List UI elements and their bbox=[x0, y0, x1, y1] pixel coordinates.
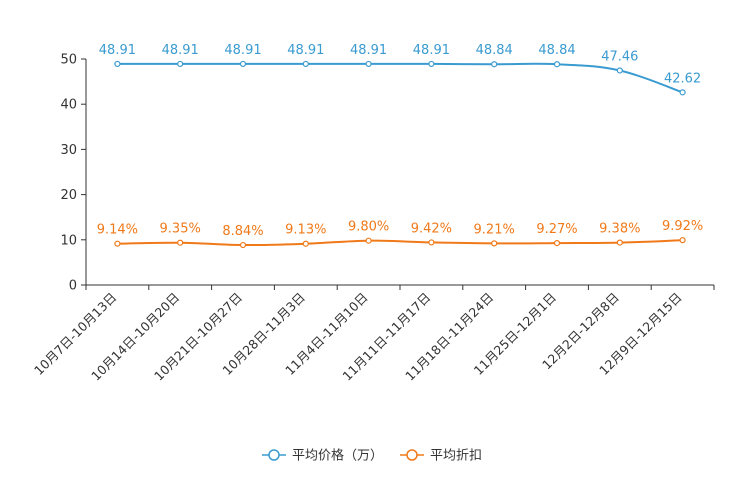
data-label: 9.38% bbox=[599, 222, 640, 237]
y-tick-label: 30 bbox=[60, 143, 77, 158]
series-line-1 bbox=[117, 62, 683, 94]
y-tick-label: 50 bbox=[60, 53, 77, 68]
legend: 平均价格（万） 平均折扣 bbox=[262, 448, 482, 464]
y-tick-label: 40 bbox=[60, 98, 77, 113]
data-label: 48.91 bbox=[350, 43, 387, 58]
data-point[interactable] bbox=[616, 239, 623, 246]
y-tick-label: 20 bbox=[60, 188, 77, 203]
data-label: 9.80% bbox=[348, 220, 389, 235]
data-point[interactable] bbox=[491, 61, 498, 68]
data-label: 42.62 bbox=[664, 71, 701, 86]
data-point[interactable] bbox=[616, 67, 623, 74]
data-point[interactable] bbox=[553, 61, 561, 68]
legend-label: 平均价格（万） bbox=[292, 448, 383, 464]
data-label: 48.91 bbox=[99, 43, 136, 58]
legend-label: 平均折扣 bbox=[430, 449, 482, 464]
y-tick-label: 0 bbox=[69, 279, 77, 294]
series-layer bbox=[114, 60, 686, 249]
series-line-2 bbox=[117, 239, 683, 247]
data-point[interactable] bbox=[177, 239, 184, 246]
data-point[interactable] bbox=[679, 237, 686, 244]
data-label: 8.84% bbox=[222, 224, 263, 239]
data-point[interactable] bbox=[114, 240, 121, 247]
legend-marker bbox=[406, 449, 418, 461]
legend-marker bbox=[268, 449, 280, 461]
data-point[interactable] bbox=[553, 239, 561, 247]
data-point[interactable] bbox=[491, 240, 498, 247]
data-label: 9.92% bbox=[662, 219, 703, 234]
data-label: 9.14% bbox=[97, 223, 138, 238]
data-point[interactable] bbox=[114, 60, 121, 68]
data-label: 47.46 bbox=[601, 49, 638, 64]
axes: 0102030405010月7日-10月13日10月14日-10月20日10月2… bbox=[31, 53, 715, 384]
data-point[interactable] bbox=[679, 89, 686, 96]
data-label: 9.13% bbox=[285, 223, 326, 238]
data-label: 9.21% bbox=[474, 222, 515, 237]
y-tick-label: 10 bbox=[60, 233, 77, 248]
legend-item-2[interactable]: 平均折扣 bbox=[400, 449, 482, 464]
data-labels: 48.91 48.91 48.91 48.91 48.91 48.91 48.84 48.84… bbox=[97, 43, 704, 239]
data-point[interactable] bbox=[239, 60, 247, 68]
data-label: 9.27% bbox=[536, 222, 577, 237]
data-label: 48.91 bbox=[162, 43, 199, 58]
data-point[interactable] bbox=[302, 240, 309, 247]
data-label: 9.42% bbox=[411, 221, 452, 236]
data-point[interactable] bbox=[365, 60, 372, 68]
data-label: 48.91 bbox=[413, 43, 450, 58]
data-point[interactable] bbox=[239, 241, 247, 249]
data-label: 48.84 bbox=[538, 43, 575, 58]
legend-item-1[interactable]: 平均价格（万） bbox=[262, 448, 383, 464]
data-point[interactable] bbox=[302, 60, 309, 68]
data-point[interactable] bbox=[365, 237, 372, 244]
data-label: 48.91 bbox=[224, 43, 261, 58]
data-label: 9.35% bbox=[160, 222, 201, 237]
data-point[interactable] bbox=[428, 239, 435, 246]
data-label: 48.91 bbox=[287, 43, 324, 58]
data-point[interactable] bbox=[428, 60, 435, 68]
data-point[interactable] bbox=[177, 60, 184, 68]
data-label: 48.84 bbox=[476, 43, 513, 58]
